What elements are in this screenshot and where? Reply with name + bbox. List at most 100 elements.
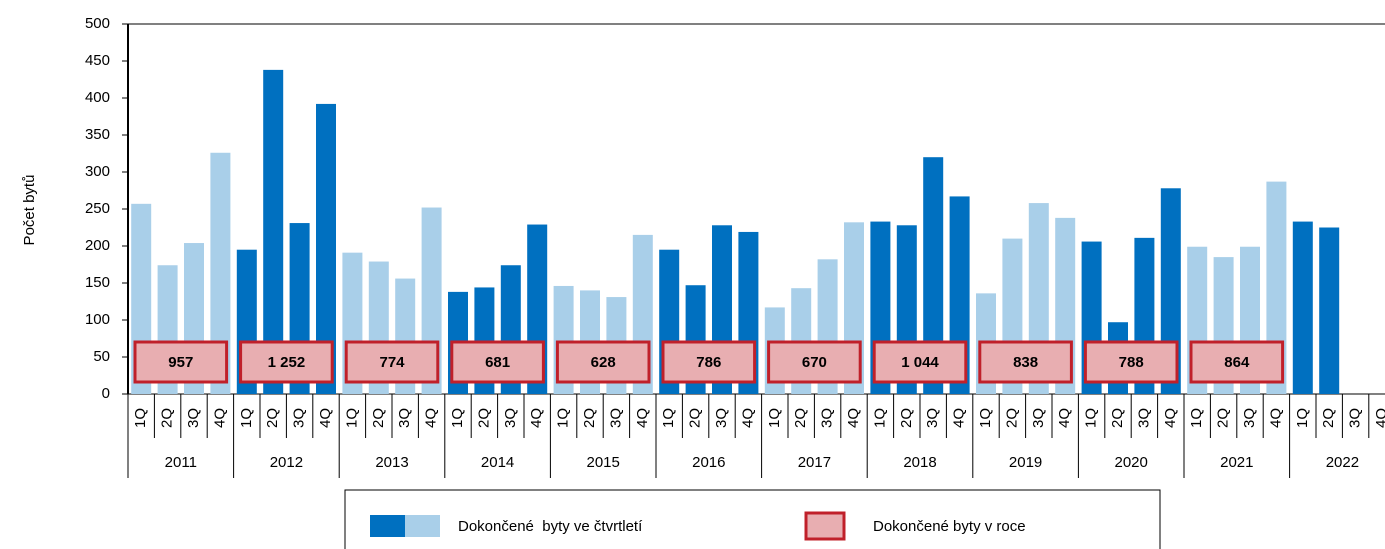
y-tick-label: 50 xyxy=(93,348,110,365)
year-label: 2022 xyxy=(1326,454,1359,471)
annual-label: 788 xyxy=(1119,354,1144,371)
legend-box xyxy=(344,489,1161,549)
annual-box xyxy=(450,340,545,384)
quarter-label: 1Q xyxy=(1083,408,1100,428)
quarter-label: 2Q xyxy=(687,408,704,428)
y-tick-label: 350 xyxy=(85,126,110,143)
annual-box xyxy=(872,340,968,384)
quarter-label: 3Q xyxy=(1241,408,1258,428)
y-tick-label: 450 xyxy=(85,52,110,69)
quarter-label: 1Q xyxy=(238,408,255,428)
quarter-label: 3Q xyxy=(185,408,202,428)
bar xyxy=(1319,227,1340,394)
year-label: 2021 xyxy=(1220,454,1253,471)
annual-label: 864 xyxy=(1224,354,1250,371)
annual-box xyxy=(661,340,757,384)
quarter-label: 2Q xyxy=(475,408,492,428)
year-label: 2014 xyxy=(481,454,514,471)
quarter-label: 1Q xyxy=(1188,408,1205,428)
annual-box xyxy=(1083,340,1179,384)
annual-label: 838 xyxy=(1013,354,1038,371)
y-tick-label: 200 xyxy=(85,237,110,254)
y-tick-label: 0 xyxy=(102,385,110,402)
annual-box xyxy=(344,340,440,384)
y-tick-label: 500 xyxy=(85,15,110,32)
quarter-label: 1Q xyxy=(766,408,783,428)
year-label: 2013 xyxy=(375,454,408,471)
quarter-label: 2Q xyxy=(159,408,176,428)
y-tick-label: 300 xyxy=(85,163,110,180)
quarter-label: 2Q xyxy=(264,408,281,428)
quarter-label: 4Q xyxy=(845,408,862,428)
bar xyxy=(923,157,944,394)
quarter-label: 3Q xyxy=(819,408,836,428)
quarter-label: 1Q xyxy=(132,408,149,428)
quarter-label: 1Q xyxy=(660,408,677,428)
quarter-label: 3Q xyxy=(1135,408,1152,428)
year-label: 2020 xyxy=(1115,454,1148,471)
y-tick-label: 100 xyxy=(85,311,110,328)
year-label: 2015 xyxy=(587,454,620,471)
year-label: 2018 xyxy=(903,454,936,471)
quarter-label: 4Q xyxy=(1056,408,1073,428)
legend-swatch xyxy=(804,511,846,541)
quarter-label: 1Q xyxy=(343,408,360,428)
quarter-label: 3Q xyxy=(502,408,519,428)
quarter-label: 4Q xyxy=(951,408,968,428)
year-label: 2017 xyxy=(798,454,831,471)
year-label: 2016 xyxy=(692,454,725,471)
annual-box xyxy=(555,340,651,384)
quarter-label: 3Q xyxy=(291,408,308,428)
bar xyxy=(263,69,284,394)
bar xyxy=(210,152,231,394)
quarter-label: 4Q xyxy=(634,408,651,428)
quarter-label: 3Q xyxy=(607,408,624,428)
annual-box xyxy=(1189,340,1285,384)
annual-label: 1 044 xyxy=(901,354,939,371)
quarter-label: 4Q xyxy=(1267,408,1284,428)
annual-label: 957 xyxy=(168,354,193,371)
quarter-label: 1Q xyxy=(555,408,572,428)
quarter-label: 4Q xyxy=(317,408,334,428)
quarter-label: 2Q xyxy=(581,408,598,428)
legend-swatch xyxy=(370,515,405,537)
annual-label: 1 252 xyxy=(268,354,306,371)
legend-swatch xyxy=(405,515,440,537)
y-tick-label: 250 xyxy=(85,200,110,217)
annual-label: 786 xyxy=(696,354,721,371)
quarter-label: 4Q xyxy=(1162,408,1179,428)
bar xyxy=(1292,221,1313,394)
quarter-label: 4Q xyxy=(423,408,440,428)
quarter-label: 3Q xyxy=(396,408,413,428)
y-axis-title: Počet bytů xyxy=(21,175,38,246)
annual-label: 681 xyxy=(485,354,510,371)
legend-label: Dokončené byty ve čtvrtletí xyxy=(458,518,643,535)
quarter-label: 2Q xyxy=(1109,408,1126,428)
year-label: 2019 xyxy=(1009,454,1042,471)
year-label: 2011 xyxy=(165,454,197,471)
quarter-label: 1Q xyxy=(1294,408,1311,428)
annual-box xyxy=(767,340,862,384)
annual-box xyxy=(133,340,229,384)
quarter-label: 1Q xyxy=(871,408,888,428)
quarter-label: 3Q xyxy=(1347,408,1364,428)
quarter-label: 4Q xyxy=(211,408,228,428)
quarter-label: 2Q xyxy=(1215,408,1232,428)
quarter-label: 4Q xyxy=(528,408,545,428)
quarter-label: 2Q xyxy=(1003,408,1020,428)
quarter-label: 1Q xyxy=(449,408,466,428)
quarter-label: 4Q xyxy=(1373,408,1385,428)
quarter-label: 1Q xyxy=(977,408,994,428)
quarter-label: 3Q xyxy=(1030,408,1047,428)
quarter-label: 2Q xyxy=(370,408,387,428)
annual-label: 628 xyxy=(591,354,616,371)
legend-label: Dokončené byty v roce xyxy=(873,518,1026,535)
y-tick-label: 400 xyxy=(85,89,110,106)
annual-label: 670 xyxy=(802,354,827,371)
annual-box xyxy=(239,340,334,384)
quarter-label: 2Q xyxy=(898,408,915,428)
quarter-label: 3Q xyxy=(713,408,730,428)
quarter-label: 2Q xyxy=(792,408,809,428)
bar xyxy=(316,103,336,395)
